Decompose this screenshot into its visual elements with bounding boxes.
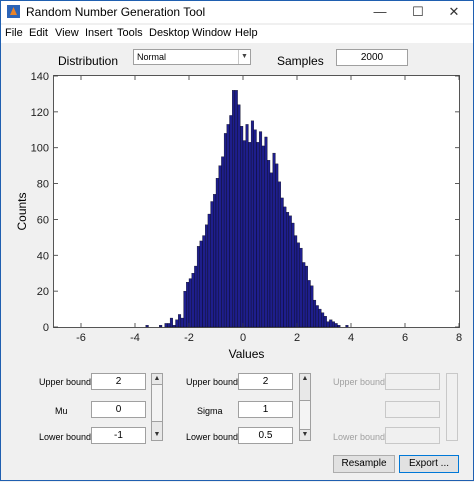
y-tick-label: 140 [31,71,49,83]
upper-bound-label-1: Upper bound [39,377,92,387]
arrow-down-icon[interactable]: ▼ [153,431,161,438]
slider-thumb[interactable] [152,384,162,422]
menu-help[interactable]: Help [235,27,258,39]
x-tick-label: -4 [130,332,140,344]
upper-bound-input-3 [385,373,440,390]
samples-input[interactable]: 2000 [336,49,408,66]
distribution-value: Normal [137,52,167,62]
y-tick-label: 80 [37,179,49,191]
distribution-dropdown[interactable]: Normal ▼ [133,49,251,65]
sigma-label: Sigma [197,406,223,416]
menu-window[interactable]: Window [192,27,232,39]
x-axis-label: Values [229,347,265,361]
sigma-input[interactable]: 1 [238,401,293,418]
menu-tools[interactable]: Tools [117,27,143,39]
lower-bound-label-1: Lower bound [39,432,92,442]
window-title: Random Number Generation Tool [26,5,206,19]
menu-edit[interactable]: Edit [29,27,48,39]
param-slider-3 [446,373,458,441]
mu-label: Mu [55,406,68,416]
arrow-down-icon[interactable]: ▼ [301,431,309,438]
distribution-label: Distribution [58,54,119,68]
menu-bar: File Edit View Insert Tools Desktop Wind… [1,25,473,43]
title-bar[interactable]: Random Number Generation Tool — ☐ ✕ [1,1,473,23]
menu-insert[interactable]: Insert [85,27,113,39]
export-button[interactable]: Export ... [399,455,459,473]
menu-desktop[interactable]: Desktop [149,27,190,39]
x-tick-label: 0 [240,332,246,344]
minimize-button[interactable]: — [373,4,387,19]
x-tick-label: -6 [76,332,86,344]
close-button[interactable]: ✕ [448,4,460,19]
upper-bound-label-3: Upper bound [333,377,386,387]
lower-bound-input-2[interactable]: 0.5 [238,427,293,444]
menu-view[interactable]: View [55,27,79,39]
resample-button[interactable]: Resample [333,455,395,473]
x-tick-label: 2 [294,332,300,344]
lower-bound-label-3: Lower bound [333,432,386,442]
mu-slider[interactable]: ▲ ▼ [151,373,163,441]
lower-bound-input-1[interactable]: -1 [91,427,146,444]
matlab-icon [7,5,20,18]
lower-bound-input-3 [385,427,440,444]
x-tick-label: 6 [402,332,408,344]
arrow-up-icon[interactable]: ▲ [153,375,161,382]
y-tick-label: 40 [37,250,49,262]
y-tick-label: 120 [31,107,49,119]
x-tick-label: -2 [184,332,194,344]
histogram-axes [53,75,460,328]
y-tick-label: 20 [37,286,49,298]
samples-label: Samples [277,54,324,68]
y-tick-label: 60 [37,214,49,226]
slider-thumb[interactable] [300,400,310,430]
menu-file[interactable]: File [5,27,23,39]
upper-bound-label-2: Upper bound [186,377,239,387]
param-input-3 [385,401,440,418]
upper-bound-input-2[interactable]: 2 [238,373,293,390]
sigma-slider[interactable]: ▲ ▼ [299,373,311,441]
chevron-down-icon[interactable]: ▼ [238,50,250,64]
y-tick-label: 100 [31,143,49,155]
x-tick-label: 4 [348,332,354,344]
y-axis-label: Counts [15,192,29,230]
y-tick-label: 0 [43,322,49,334]
arrow-up-icon[interactable]: ▲ [301,375,309,382]
x-tick-label: 8 [456,332,462,344]
maximize-button[interactable]: ☐ [412,4,424,19]
upper-bound-input-1[interactable]: 2 [91,373,146,390]
lower-bound-label-2: Lower bound [186,432,239,442]
mu-input[interactable]: 0 [91,401,146,418]
